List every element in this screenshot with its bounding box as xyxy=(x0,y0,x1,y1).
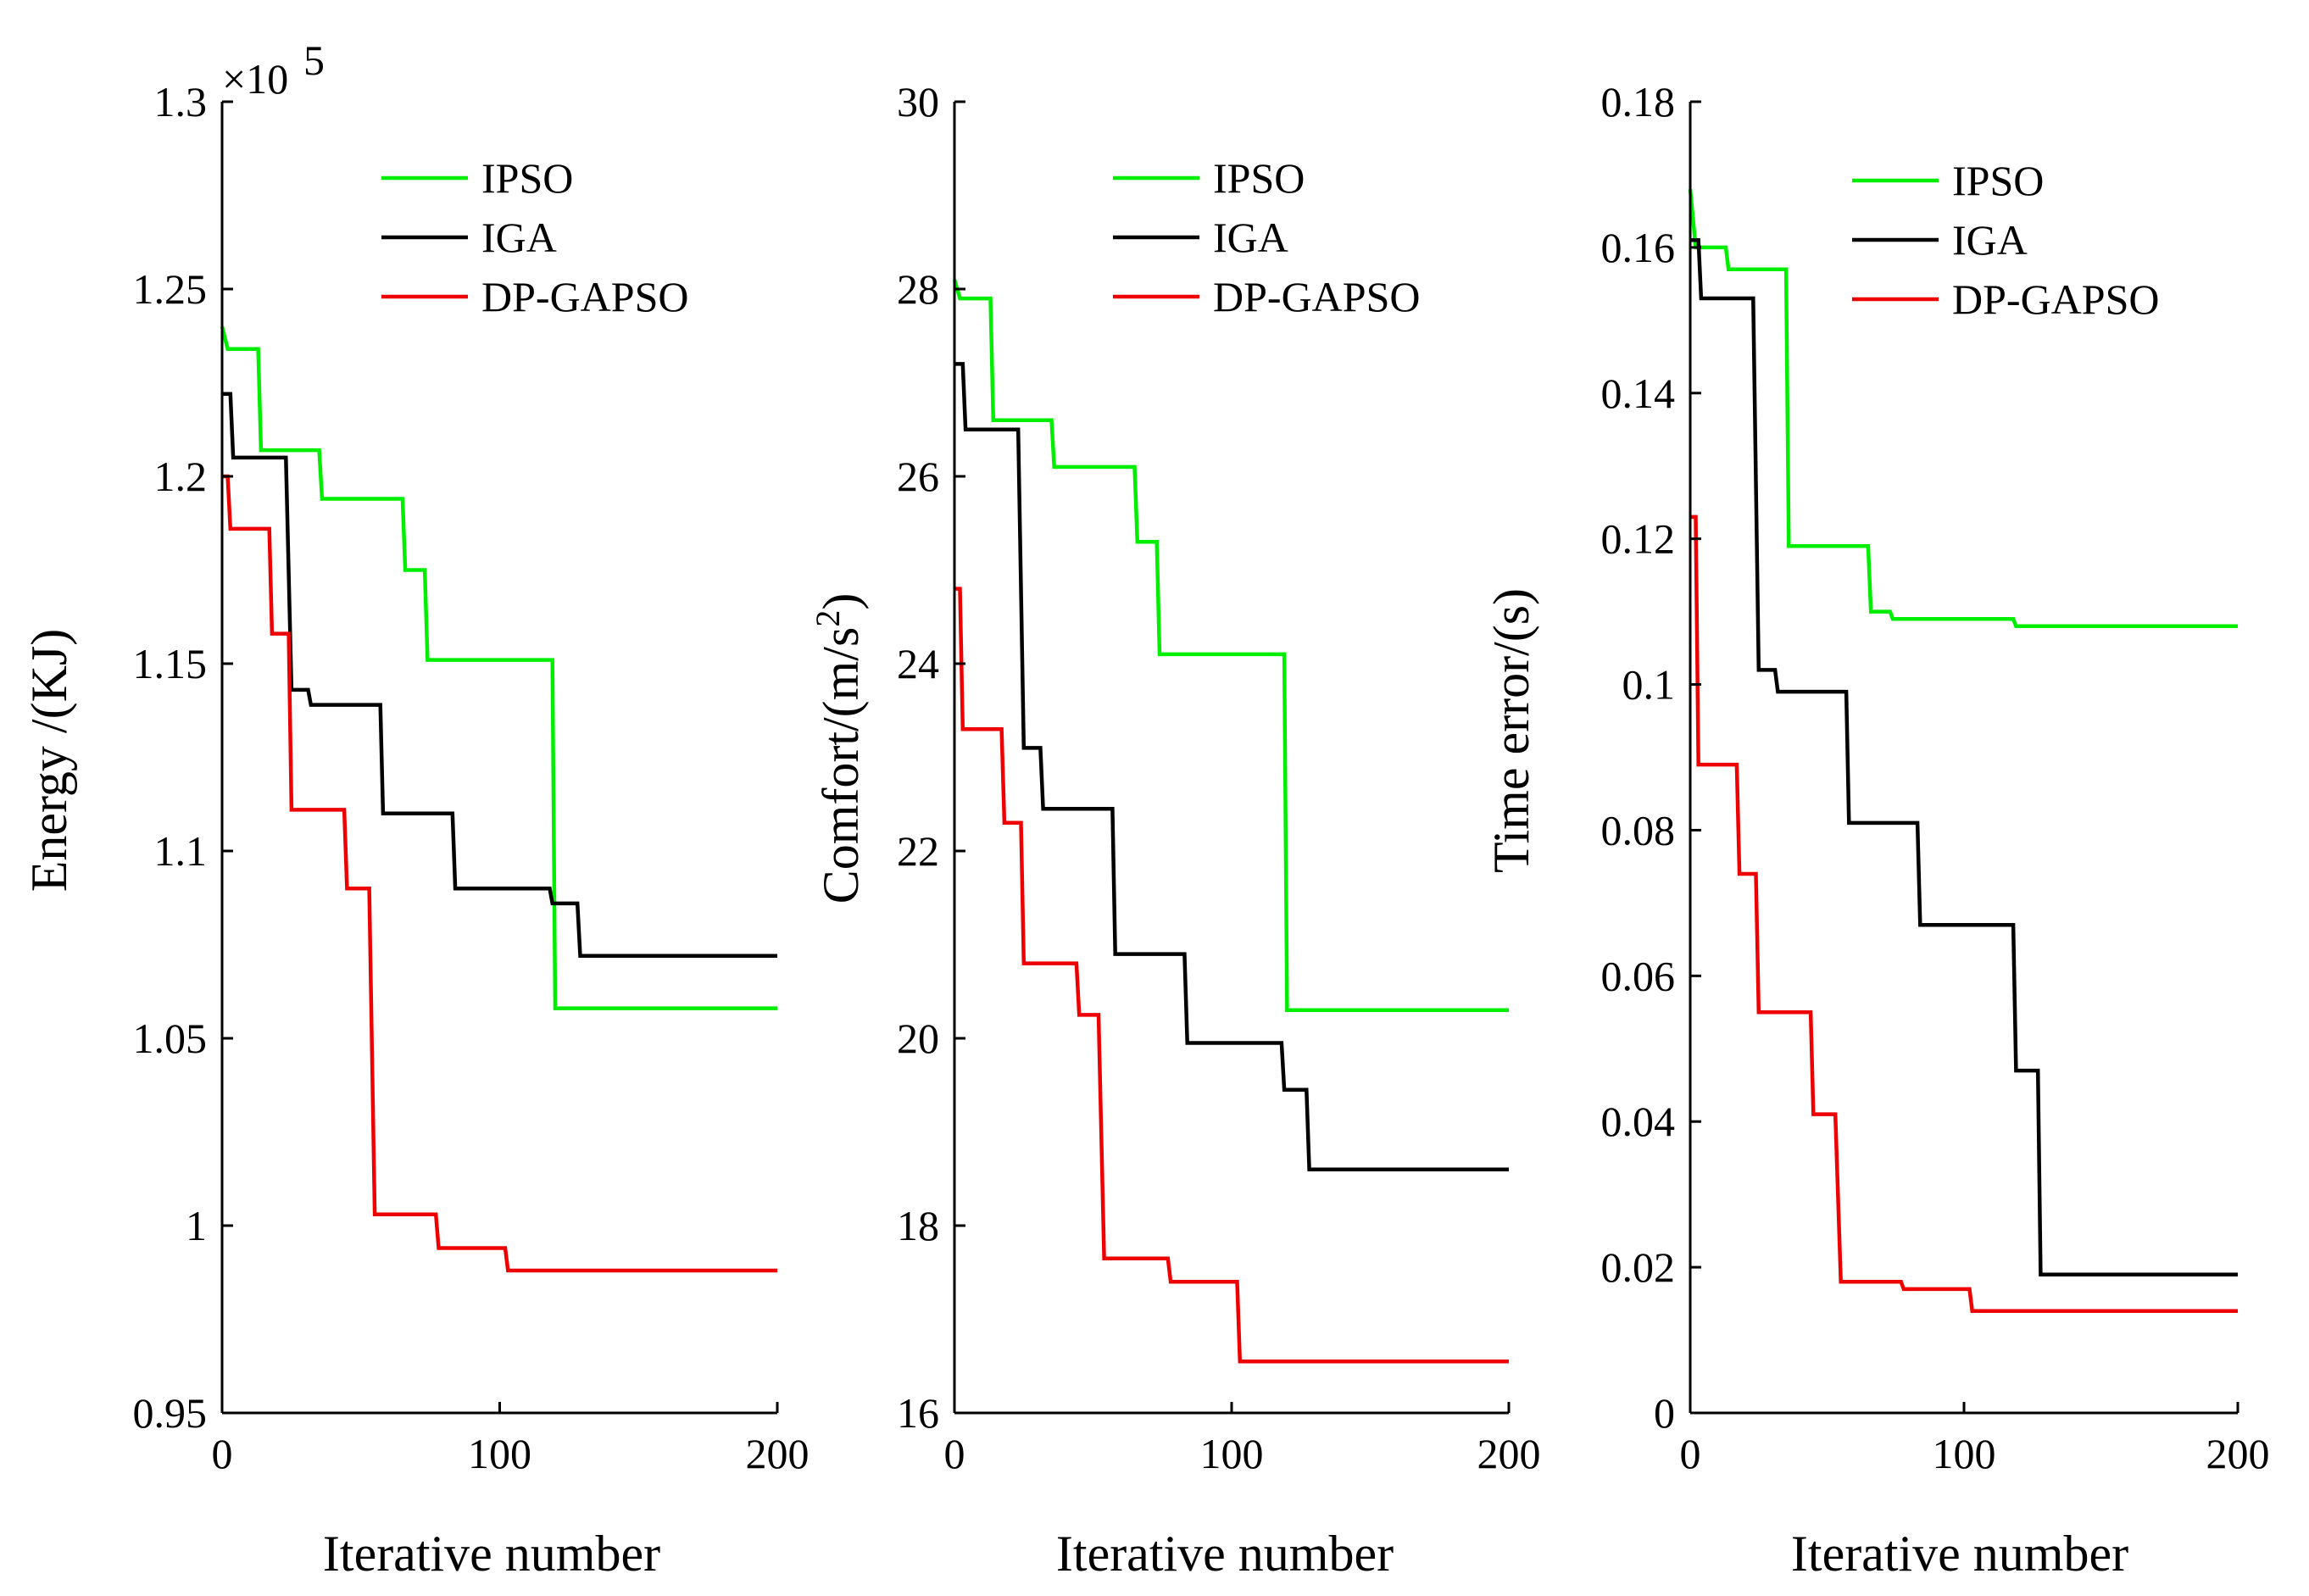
energy-x-tick-label: 0 xyxy=(212,1430,233,1477)
energy-y-tick-label: 1 xyxy=(186,1202,207,1249)
time-error-x-tick-label: 100 xyxy=(1933,1430,1996,1477)
energy-y-tick-label: 1.2 xyxy=(154,453,208,500)
time-error-legend-label-dp-gapso: DP-GAPSO xyxy=(1952,275,2160,323)
time-error-legend: IPSO IGA DP-GAPSO xyxy=(1852,157,2160,323)
time-error-y-tick-label: 0.08 xyxy=(1601,806,1676,854)
energy-y-tick-label: 1.15 xyxy=(133,640,208,687)
energy-x-tick-label: 100 xyxy=(468,1430,531,1477)
comfort-x-axis-label: Iterative number xyxy=(1056,1526,1394,1582)
comfort-y-tick-label: 26 xyxy=(897,453,939,500)
comfort-y-tick-label: 28 xyxy=(897,265,939,313)
comfort-series-line-dp-gapso xyxy=(954,587,1509,1364)
energy-y-tick-label: 1.3 xyxy=(154,78,208,125)
time-error-y-tick-label: 0.14 xyxy=(1601,370,1676,417)
comfort-x-tick-label: 0 xyxy=(944,1430,965,1477)
comfort-y-axis-label-end: ) xyxy=(813,593,869,610)
energy-x-tick-label: 200 xyxy=(746,1430,810,1477)
energy-series-line-iga xyxy=(222,392,777,959)
time-error-x-tick-label: 200 xyxy=(2206,1430,2270,1477)
energy-series-line-ipso xyxy=(220,325,777,1010)
time-error-ticks: 0 0.02 0.04 0.06 0.08 0.1 0.12 0.14 0.16 0.18 0 100… xyxy=(1601,78,2270,1477)
energy-exponent-prefix: ×10 xyxy=(222,55,288,103)
comfort-y-tick-label: 16 xyxy=(897,1389,939,1437)
comfort-legend: IPSO IGA DP-GAPSO xyxy=(1113,154,1421,320)
energy-series-lines xyxy=(220,325,777,1273)
comfort-x-tick-label: 100 xyxy=(1200,1430,1264,1477)
comfort-y-axis-label-sup: 2 xyxy=(809,610,847,627)
energy-x-axis-label: Iterative number xyxy=(323,1526,660,1582)
time-error-x-tick-label: 0 xyxy=(1680,1430,1701,1477)
time-error-y-tick-label: 0.1 xyxy=(1622,661,1676,709)
energy-ticks: 0.95 1 1.05 1.1 1.15 1.2 1.25 1.3 0 100 200 xyxy=(133,78,810,1477)
comfort-series-line-iga xyxy=(954,362,1509,1171)
time-error-series-line-ipso xyxy=(1688,188,2238,629)
time-error-series-line-iga xyxy=(1690,238,2238,1276)
energy-legend-label-dp-gapso: DP-GAPSO xyxy=(481,273,689,320)
time-error-legend-label-iga: IGA xyxy=(1952,216,2028,264)
energy-y-tick-label: 1.1 xyxy=(154,827,208,875)
time-error-y-tick-label: 0.12 xyxy=(1601,515,1676,563)
energy-y-tick-label: 1.05 xyxy=(133,1015,208,1062)
time-error-y-axis-label: Time error/(s) xyxy=(1483,588,1539,873)
time-error-y-tick-label: 0.06 xyxy=(1601,952,1676,999)
energy-exponent-power: 5 xyxy=(303,36,325,84)
time-error-legend-label-ipso: IPSO xyxy=(1952,157,2044,204)
comfort-y-tick-label: 30 xyxy=(897,78,939,125)
comfort-series-lines xyxy=(952,279,1509,1364)
time-error-y-tick-label: 0.18 xyxy=(1601,78,1676,125)
energy-y-tick-label: 0.95 xyxy=(133,1389,208,1437)
comfort-y-tick-label: 20 xyxy=(897,1015,939,1062)
comfort-ticks: 16 18 20 22 24 26 28 30 0 100 200 xyxy=(897,78,1541,1477)
time-error-series-lines xyxy=(1688,188,2238,1313)
time-error-y-tick-label: 0.16 xyxy=(1601,224,1676,271)
energy-legend-label-ipso: IPSO xyxy=(481,154,573,202)
comfort-y-tick-label: 22 xyxy=(897,827,939,875)
energy-y-axis-label: Energy /(KJ) xyxy=(21,629,77,893)
comfort-x-tick-label: 200 xyxy=(1477,1430,1541,1477)
comfort-y-tick-label: 18 xyxy=(897,1202,939,1249)
time-error-y-tick-label: 0.04 xyxy=(1601,1098,1676,1145)
energy-series-line-dp-gapso xyxy=(222,474,777,1273)
energy-y-tick-label: 1.25 xyxy=(133,265,208,313)
comfort-y-tick-label: 24 xyxy=(897,640,939,687)
time-error-series-line-dp-gapso xyxy=(1690,514,2238,1313)
time-error-panel: 0 0.02 0.04 0.06 0.08 0.1 0.12 0.14 0.16 0.18 0 100… xyxy=(1483,78,2270,1582)
comfort-legend-label-iga: IGA xyxy=(1213,214,1288,261)
comfort-y-axis-label: Comfort/(m/s2) xyxy=(809,593,869,904)
time-error-x-axis-label: Iterative number xyxy=(1791,1526,2128,1582)
comfort-series-line-ipso xyxy=(952,279,1509,1013)
energy-legend-label-iga: IGA xyxy=(481,214,557,261)
comfort-y-axis-label-main: Comfort/(m/s xyxy=(813,627,869,904)
comfort-legend-label-dp-gapso: DP-GAPSO xyxy=(1213,273,1421,320)
time-error-y-tick-label: 0.02 xyxy=(1601,1243,1676,1291)
energy-legend: IPSO IGA DP-GAPSO xyxy=(381,154,689,320)
time-error-y-tick-label: 0 xyxy=(1654,1389,1675,1437)
comfort-legend-label-ipso: IPSO xyxy=(1213,154,1305,202)
comfort-panel: 16 18 20 22 24 26 28 30 0 100 200 Comfort/(m/s2) I… xyxy=(809,78,1541,1582)
